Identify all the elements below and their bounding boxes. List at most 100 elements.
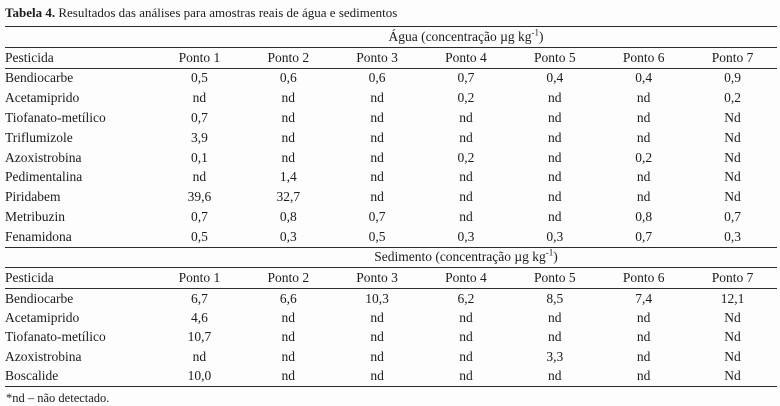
footnote: *nd – não detectado. <box>6 390 110 405</box>
value-cell: nd <box>459 208 473 224</box>
value-cell: nd <box>636 368 651 383</box>
table-row: Piridabem 39,6 32,7 nd nd nd nd Nd <box>5 187 777 207</box>
section-stub <box>5 248 155 268</box>
pesticide-name: Boscalide <box>5 368 59 383</box>
pesticide-name: Azoxistrobina <box>5 348 82 364</box>
pesticide-name: Bendiocarbe <box>5 290 74 306</box>
value-cell: nd <box>636 169 651 185</box>
value-cell: 0,5 <box>368 228 386 244</box>
value-cell: nd <box>548 368 562 383</box>
value-cell: 0,7 <box>724 208 741 224</box>
table-row: Acetamiprido nd nd nd 0,2 nd nd 0,2 <box>5 88 777 108</box>
value-cell: nd <box>459 109 473 125</box>
section-row-agua: Água (concentração µg kg-1) <box>5 26 777 47</box>
value-cell: nd <box>281 90 296 106</box>
value-cell: nd <box>548 310 562 326</box>
value-cell: 8,5 <box>546 290 564 306</box>
section-title-prefix: Água (concentração µg kg <box>388 28 532 44</box>
value-cell: 0,7 <box>457 70 475 86</box>
value-cell: nd <box>548 109 562 125</box>
value-cell: 0,8 <box>279 208 297 224</box>
column-header-row: Pesticida Ponto 1 Ponto 2 Ponto 3 Ponto 4 Pon… <box>5 268 777 289</box>
pesticide-name: Pedimentalina <box>5 169 83 185</box>
value-cell: 0,3 <box>724 228 741 244</box>
value-cell: nd <box>192 169 207 185</box>
value-cell: 0,7 <box>368 208 386 224</box>
value-cell: nd <box>370 129 384 145</box>
pesticide-name: Azoxistrobina <box>5 149 82 165</box>
column-header-ponto-5: Ponto 5 <box>533 49 576 65</box>
value-cell: 0,6 <box>368 70 386 86</box>
table-caption: Tabela 4. Resultados das análises para a… <box>5 5 777 26</box>
column-header-ponto-4: Ponto 4 <box>445 270 487 286</box>
value-cell: 0,5 <box>190 228 208 244</box>
value-cell: nd <box>548 329 562 345</box>
value-cell: 0,7 <box>190 109 208 125</box>
value-cell: 10,7 <box>187 329 212 345</box>
value-cell: 3,9 <box>190 129 208 145</box>
value-cell: nd <box>370 109 384 125</box>
value-cell: nd <box>192 90 207 106</box>
value-cell: nd <box>636 310 651 326</box>
table-row: Pedimentalina nd 1,4 nd nd nd nd Nd <box>5 167 777 187</box>
section-title-sedimento: Sedimento (concentração µg kg-1) <box>155 248 777 268</box>
column-header-ponto-4: Ponto 4 <box>445 49 487 65</box>
results-table-agua: Água (concentração µg kg-1) Pesticida Pont… <box>5 26 777 248</box>
pesticide-name: Tiofanato-metílico <box>5 109 106 125</box>
pesticide-name: Acetamiprido <box>5 90 80 106</box>
column-header-ponto-6: Ponto 6 <box>622 270 665 286</box>
value-cell: 10,3 <box>365 290 389 306</box>
value-cell: nd <box>459 329 473 345</box>
value-cell: nd <box>548 129 562 145</box>
value-cell: 6,6 <box>279 290 297 306</box>
value-cell: nd <box>548 189 562 205</box>
value-cell: 0,7 <box>190 208 208 224</box>
value-cell: nd <box>636 109 651 125</box>
value-cell: nd <box>459 129 473 145</box>
results-table-sedimento: Sedimento (concentração µg kg-1) Pesticid… <box>5 248 777 387</box>
value-cell: nd <box>636 329 651 345</box>
value-cell: 0,2 <box>457 90 475 106</box>
value-cell: nd <box>636 90 651 106</box>
value-cell: 0,8 <box>635 208 653 224</box>
value-cell: nd <box>281 329 296 345</box>
table-row: Triflumizole 3,9 nd nd nd nd nd Nd <box>5 128 777 148</box>
value-cell: 0,4 <box>635 70 653 86</box>
column-header-ponto-7: Ponto 7 <box>711 49 754 65</box>
value-cell: nd <box>548 208 562 224</box>
value-cell: Nd <box>724 348 741 364</box>
section-row-sedimento: Sedimento (concentração µg kg-1) <box>5 248 777 268</box>
value-cell: 32,7 <box>276 189 301 205</box>
value-cell: Nd <box>724 149 741 165</box>
value-cell: 10,0 <box>187 368 212 383</box>
value-cell: nd <box>370 348 384 364</box>
column-header-ponto-5: Ponto 5 <box>533 270 576 286</box>
value-cell: 12,1 <box>720 290 745 306</box>
value-cell: 7,4 <box>635 290 653 306</box>
pesticide-name: Tiofanato-metílico <box>5 329 106 345</box>
value-cell: 0,5 <box>190 70 208 86</box>
value-cell: 0,3 <box>457 228 475 244</box>
value-cell: nd <box>370 149 384 165</box>
value-cell: 0,7 <box>635 228 653 244</box>
column-header-ponto-6: Ponto 6 <box>622 49 665 65</box>
value-cell: 4,6 <box>190 310 208 326</box>
column-header-ponto-1: Ponto 1 <box>178 49 221 65</box>
value-cell: nd <box>459 169 473 185</box>
table-caption-label: Tabela 4. <box>5 5 56 20</box>
value-cell: 0,2 <box>635 149 653 165</box>
value-cell: 6,7 <box>190 290 208 306</box>
column-header-ponto-3: Ponto 3 <box>356 270 398 286</box>
value-cell: 39,6 <box>187 189 212 205</box>
value-cell: 1,4 <box>279 169 297 185</box>
pesticide-name: Fenamidona <box>5 228 72 244</box>
value-cell: 3,3 <box>546 348 564 364</box>
value-cell: Nd <box>724 368 741 383</box>
section-title-prefix: Sedimento (concentração µg kg <box>374 249 546 265</box>
table-row: Tiofanato-metílico 0,7 nd nd nd nd nd Nd <box>5 108 777 128</box>
value-cell: nd <box>459 348 473 364</box>
value-cell: Nd <box>724 169 741 185</box>
value-cell: nd <box>370 189 384 205</box>
value-cell: 0,3 <box>546 228 564 244</box>
value-cell: 0,2 <box>724 90 741 106</box>
